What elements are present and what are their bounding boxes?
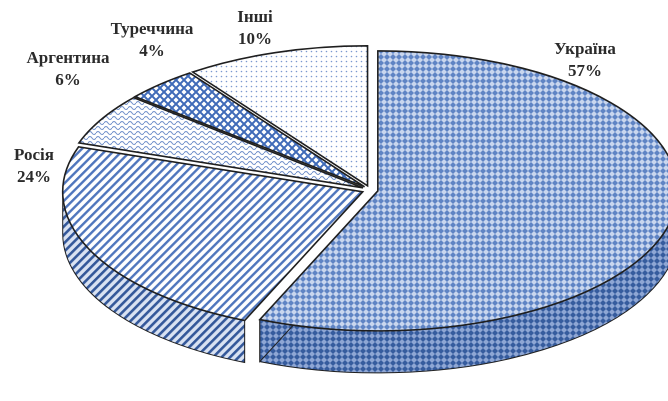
slice-category-label: Аргентина bbox=[26, 48, 110, 67]
slice-value-label: 24% bbox=[17, 167, 51, 186]
pie-slice-5 bbox=[190, 45, 369, 188]
pie-slice-4 bbox=[133, 72, 366, 188]
slice-value-label: 4% bbox=[139, 41, 165, 60]
pie-labels: Україна 57% Росія 24% Аргентина 6% Туреччина 4%… bbox=[14, 7, 616, 186]
pie-slice-2 bbox=[61, 146, 365, 322]
slice-value-label: 6% bbox=[55, 70, 81, 89]
pie-tops bbox=[61, 45, 668, 332]
slice-value-label: 10% bbox=[238, 29, 272, 48]
slice-category-label: Росія bbox=[14, 145, 54, 164]
pie-slice-1 bbox=[258, 50, 668, 332]
slice-category-label: Туреччина bbox=[111, 19, 194, 38]
slice-value-label: 57% bbox=[568, 61, 602, 80]
pie-slice-3 bbox=[77, 96, 364, 189]
slice-category-label: Інші bbox=[237, 7, 273, 26]
slice-category-label: Україна bbox=[554, 39, 616, 58]
